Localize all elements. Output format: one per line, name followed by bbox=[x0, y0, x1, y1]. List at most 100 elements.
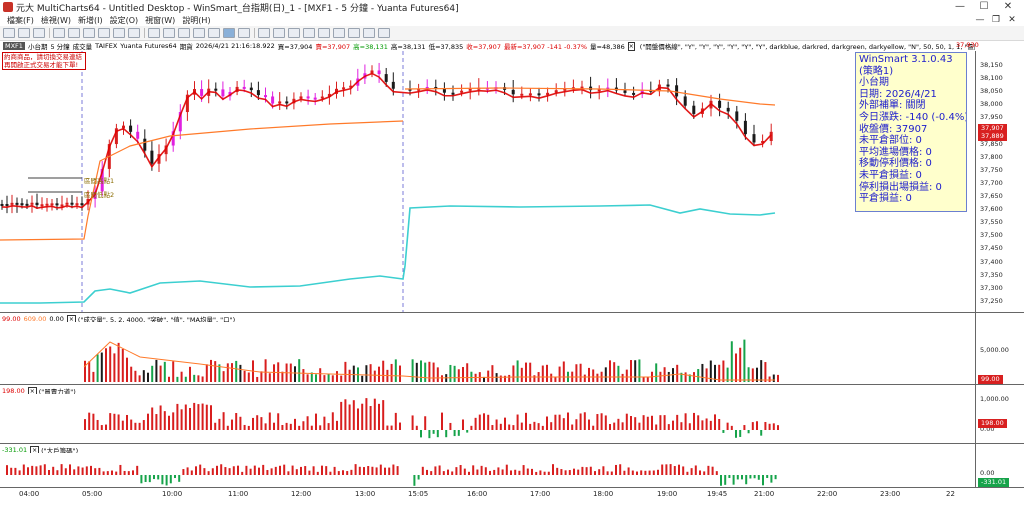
big-bar bbox=[640, 470, 643, 475]
cursor-icon[interactable] bbox=[53, 28, 65, 38]
volume-bar bbox=[222, 371, 225, 382]
zoom-in-icon[interactable] bbox=[83, 28, 95, 38]
power-bar bbox=[151, 407, 154, 430]
candle-body bbox=[468, 88, 472, 91]
power-axis[interactable]: 1,000.00 0.00 198.00 bbox=[975, 385, 1024, 443]
text-icon[interactable] bbox=[163, 28, 175, 38]
format-icon[interactable] bbox=[258, 28, 270, 38]
menu-help[interactable]: 說明(H) bbox=[182, 15, 211, 25]
time-axis[interactable] bbox=[0, 487, 1024, 509]
menu-settings[interactable]: 設定(O) bbox=[109, 15, 139, 25]
power-pane[interactable] bbox=[0, 394, 975, 443]
big-axis[interactable]: 0.00 -331.01 bbox=[975, 444, 1024, 487]
zoom-out-icon[interactable] bbox=[98, 28, 110, 38]
power-tick: 0.00 bbox=[980, 425, 995, 433]
candle-body bbox=[0, 203, 4, 206]
candle-body bbox=[45, 203, 49, 206]
power-bar bbox=[344, 399, 347, 430]
alert-icon[interactable] bbox=[378, 28, 390, 38]
power-bar bbox=[294, 418, 296, 430]
volume-bar bbox=[751, 368, 754, 382]
high-price-green: 高=38,131 bbox=[353, 43, 388, 51]
pane-divider[interactable] bbox=[0, 312, 1024, 313]
big-bar bbox=[241, 471, 244, 475]
candle-body bbox=[20, 203, 24, 206]
volume-bar bbox=[453, 365, 456, 382]
strategy-icon[interactable] bbox=[223, 28, 235, 38]
volume-pane[interactable] bbox=[0, 322, 975, 384]
close-button[interactable]: ✕ bbox=[1003, 1, 1013, 12]
close-study-icon[interactable]: × bbox=[627, 41, 635, 51]
pane-divider[interactable] bbox=[0, 384, 1024, 385]
scroll-icon[interactable] bbox=[128, 28, 140, 38]
menu-view[interactable]: 檢視(W) bbox=[40, 15, 71, 25]
big-pane[interactable] bbox=[0, 453, 975, 487]
candle-body bbox=[442, 88, 446, 93]
info-line: 未平倉部位: 0 bbox=[859, 135, 922, 147]
big-bar bbox=[195, 466, 197, 475]
mdi-restore-button[interactable]: ❐ bbox=[991, 15, 1001, 25]
power-bar bbox=[373, 398, 376, 430]
volume-bar bbox=[684, 372, 687, 382]
big-bar bbox=[644, 470, 647, 475]
volume-bar bbox=[138, 375, 141, 382]
power-bar bbox=[676, 414, 679, 430]
crosshair-icon[interactable] bbox=[68, 28, 80, 38]
price-tick: 38,050 bbox=[980, 87, 1003, 96]
signal-icon[interactable] bbox=[238, 28, 250, 38]
power-bar bbox=[651, 415, 653, 430]
open-icon[interactable] bbox=[18, 28, 30, 38]
power-bar bbox=[525, 412, 527, 430]
line-style-icon[interactable] bbox=[303, 28, 315, 38]
mdi-close-button[interactable]: ✕ bbox=[1008, 15, 1016, 25]
order-icon[interactable] bbox=[348, 28, 360, 38]
grid-icon[interactable] bbox=[318, 28, 330, 38]
fibonacci-icon[interactable] bbox=[193, 28, 205, 38]
new-chart-icon[interactable] bbox=[3, 28, 15, 38]
price-axis[interactable]: 38,15038,10038,05038,00037,95037,90037,8… bbox=[975, 51, 1024, 312]
big-bar bbox=[316, 471, 319, 475]
big-bar bbox=[715, 471, 718, 475]
refresh-icon[interactable] bbox=[333, 28, 345, 38]
big-bar bbox=[123, 470, 126, 475]
menu-insert[interactable]: 新增(I) bbox=[78, 15, 103, 25]
symbol-badge[interactable]: MXF1 bbox=[3, 42, 25, 50]
last-price: 最新=37,907 -141 -0.37% bbox=[503, 43, 588, 51]
candle-style-icon[interactable] bbox=[288, 28, 300, 38]
trend-line-icon[interactable] bbox=[148, 28, 160, 38]
power-bar bbox=[575, 419, 578, 430]
price-tick: 37,650 bbox=[980, 192, 1003, 200]
pencil-icon[interactable] bbox=[178, 28, 190, 38]
menu-window[interactable]: 視窗(W) bbox=[145, 15, 176, 25]
big-bar bbox=[333, 466, 336, 475]
bar-style-icon[interactable] bbox=[273, 28, 285, 38]
indicator-icon[interactable] bbox=[208, 28, 220, 38]
pane-divider[interactable] bbox=[0, 443, 1024, 444]
candle-body bbox=[761, 140, 765, 143]
maximize-button[interactable]: ☐ bbox=[979, 1, 989, 12]
power-bar bbox=[588, 419, 590, 430]
big-bar bbox=[39, 465, 42, 475]
power-bar bbox=[718, 418, 721, 430]
volume-bar bbox=[546, 364, 548, 382]
big-bar bbox=[468, 471, 470, 475]
volume-axis[interactable]: 5,000.00 99.00 bbox=[975, 313, 1024, 384]
price-pane[interactable] bbox=[0, 51, 975, 312]
big-bar bbox=[522, 465, 525, 475]
power-bar bbox=[613, 422, 616, 430]
minimize-button[interactable]: — bbox=[955, 1, 965, 12]
candle-body bbox=[15, 202, 19, 205]
big-bar bbox=[279, 465, 281, 475]
power-bar bbox=[197, 404, 200, 430]
dom-icon[interactable] bbox=[363, 28, 375, 38]
mdi-minimize-button[interactable]: — bbox=[975, 15, 985, 25]
move-icon[interactable] bbox=[113, 28, 125, 38]
save-icon[interactable] bbox=[33, 28, 45, 38]
big-bar bbox=[367, 466, 370, 475]
menu-file[interactable]: 檔案(F) bbox=[7, 15, 34, 25]
volume-bar bbox=[743, 339, 746, 382]
big-bar bbox=[379, 464, 382, 475]
power-bar bbox=[357, 408, 359, 430]
volume-bar bbox=[365, 365, 368, 382]
big-bar bbox=[451, 471, 454, 475]
